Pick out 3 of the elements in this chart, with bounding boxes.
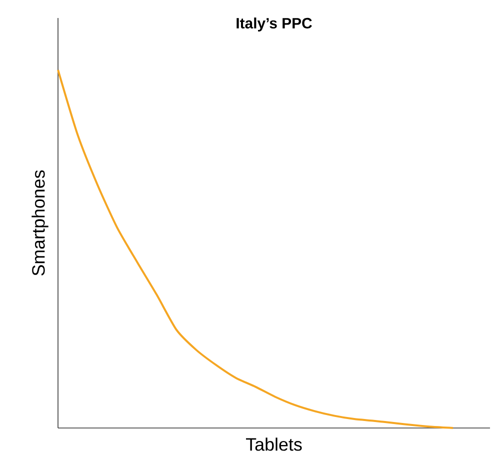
x-axis-title: Tablets bbox=[246, 438, 302, 451]
chart-title: Italy’s PPC bbox=[236, 18, 312, 32]
y-axis-title: Smartphones bbox=[32, 170, 48, 276]
